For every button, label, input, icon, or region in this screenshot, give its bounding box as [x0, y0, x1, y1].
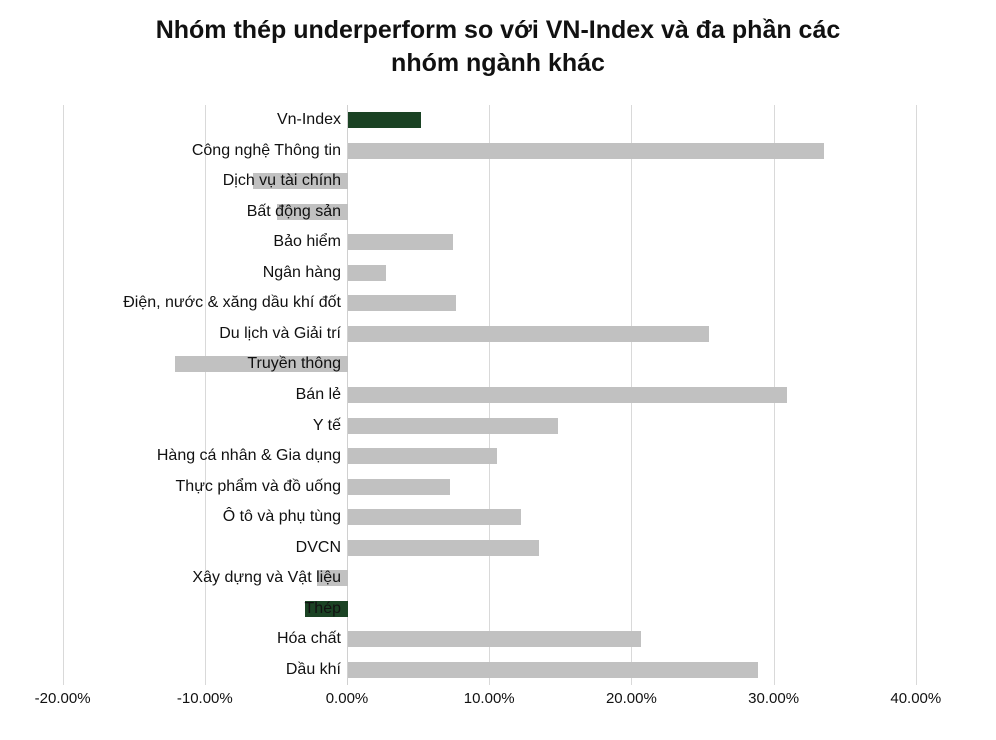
chart-bar — [348, 478, 451, 495]
category-label: Hàng cá nhân & Gia dụng — [156, 447, 341, 465]
x-axis-tick-label: -20.00% — [34, 690, 91, 707]
gridline — [915, 105, 917, 685]
category-label: Thực phẩm và đồ uống — [175, 477, 341, 495]
category-label: Bảo hiểm — [273, 233, 341, 251]
category-label: Truyền thông — [247, 355, 341, 373]
chart-bar — [348, 112, 421, 129]
category-label: DVCN — [295, 538, 341, 556]
chart-bar — [348, 539, 539, 556]
chart-bar — [348, 264, 387, 281]
category-label: Công nghệ Thông tin — [191, 141, 341, 159]
chart-bar — [252, 173, 348, 190]
chart-bar — [348, 661, 758, 678]
chart-bar — [348, 417, 559, 434]
category-label: Bán lẻ — [295, 386, 341, 403]
chart-bar — [348, 509, 522, 526]
zero-axis-line — [347, 105, 348, 685]
chart-bar — [348, 142, 825, 159]
chart-bar — [348, 448, 498, 465]
category-label: Dầu khí — [285, 660, 341, 678]
chart-bar — [348, 295, 457, 312]
chart-bar — [348, 631, 641, 648]
category-label: Thép — [304, 599, 341, 617]
x-axis-tick-label: 30.00% — [748, 690, 800, 707]
category-label: Ô tô và phụ tùng — [222, 508, 341, 526]
gridline — [62, 105, 64, 685]
category-label: Ngân hàng — [262, 263, 341, 281]
chart-bar — [305, 600, 348, 617]
chart-bar — [348, 325, 710, 342]
category-label: Bất động sản — [246, 202, 341, 220]
x-axis-tick-label: 40.00% — [890, 690, 942, 707]
x-axis-tick-label: 20.00% — [605, 690, 657, 707]
category-label: Vn-Index — [276, 111, 341, 129]
x-axis-tick-label: 10.00% — [463, 690, 515, 707]
gridline — [204, 105, 206, 685]
chart-bar — [316, 570, 348, 587]
x-axis-tick-label: -10.00% — [176, 690, 233, 707]
category-label: Dịch vụ tài chính — [222, 172, 341, 190]
chart-bar — [174, 356, 348, 373]
chart-bar — [348, 387, 788, 403]
category-label: Hóa chất — [276, 630, 341, 648]
chart-bar — [276, 203, 348, 220]
category-label: Du lịch và Giải trí — [219, 324, 341, 342]
category-label: Xây dựng và Vật liệu — [192, 569, 341, 587]
category-label: Y tế — [312, 416, 341, 434]
x-axis-tick-label: 0.00% — [325, 690, 369, 707]
category-label: Điện, nước & xăng dầu khí đốt — [123, 294, 341, 312]
chart-title: Nhóm thép underperform so với VN-Index v… — [155, 16, 841, 77]
chart-bar — [348, 234, 454, 251]
